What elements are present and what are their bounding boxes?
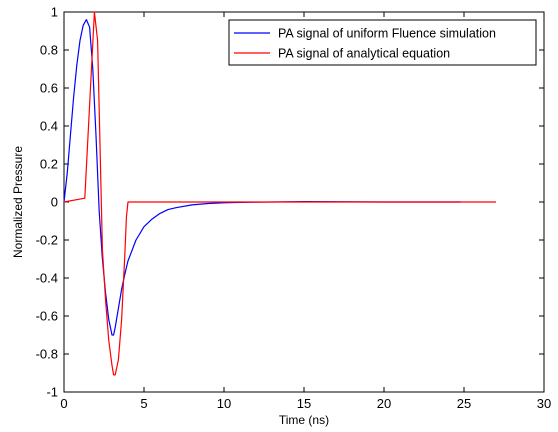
x-tick-label: 5 xyxy=(140,396,147,411)
y-tick-label: 0.2 xyxy=(40,157,58,172)
series-layer xyxy=(63,11,496,376)
x-tick-label: 20 xyxy=(377,396,391,411)
legend-box xyxy=(228,19,537,66)
ticks-layer: 0 5 10 15 20 25 30 -1 -0.8 -0.6 -0.4 -0.2 0 0.2 0.4 0.6… xyxy=(36,5,552,412)
series-line-2 xyxy=(63,11,496,376)
y-tick-label: 0.8 xyxy=(40,43,58,58)
legend-label-series-2: PA signal of analytical equation xyxy=(278,47,450,61)
y-tick-label: -0.6 xyxy=(36,309,58,324)
x-tick-label: 15 xyxy=(297,396,311,411)
y-tick-label: -0.2 xyxy=(36,233,58,248)
y-tick-label: -0.8 xyxy=(36,347,58,362)
y-tick-label: -0.4 xyxy=(36,271,58,286)
x-axis-title: Time (ns) xyxy=(279,413,329,427)
x-tick-label: 0 xyxy=(60,396,67,411)
x-tick-label: 10 xyxy=(217,396,231,411)
series-line-1 xyxy=(63,19,461,336)
y-tick-label: 0.6 xyxy=(40,81,58,96)
y-tick-label: 0.4 xyxy=(40,119,58,134)
x-tick-label: 30 xyxy=(537,396,551,411)
legend: PA signal of uniform Fluence simulation … xyxy=(228,19,537,66)
y-tick-label: 1 xyxy=(51,5,58,20)
y-tick-label: 0 xyxy=(51,195,58,210)
y-tick-label: -1 xyxy=(46,385,58,400)
y-axis-title: Normalized Pressure xyxy=(11,146,25,258)
x-tick-label: 25 xyxy=(457,396,471,411)
legend-label-series-1: PA signal of uniform Fluence simulation xyxy=(278,27,496,41)
